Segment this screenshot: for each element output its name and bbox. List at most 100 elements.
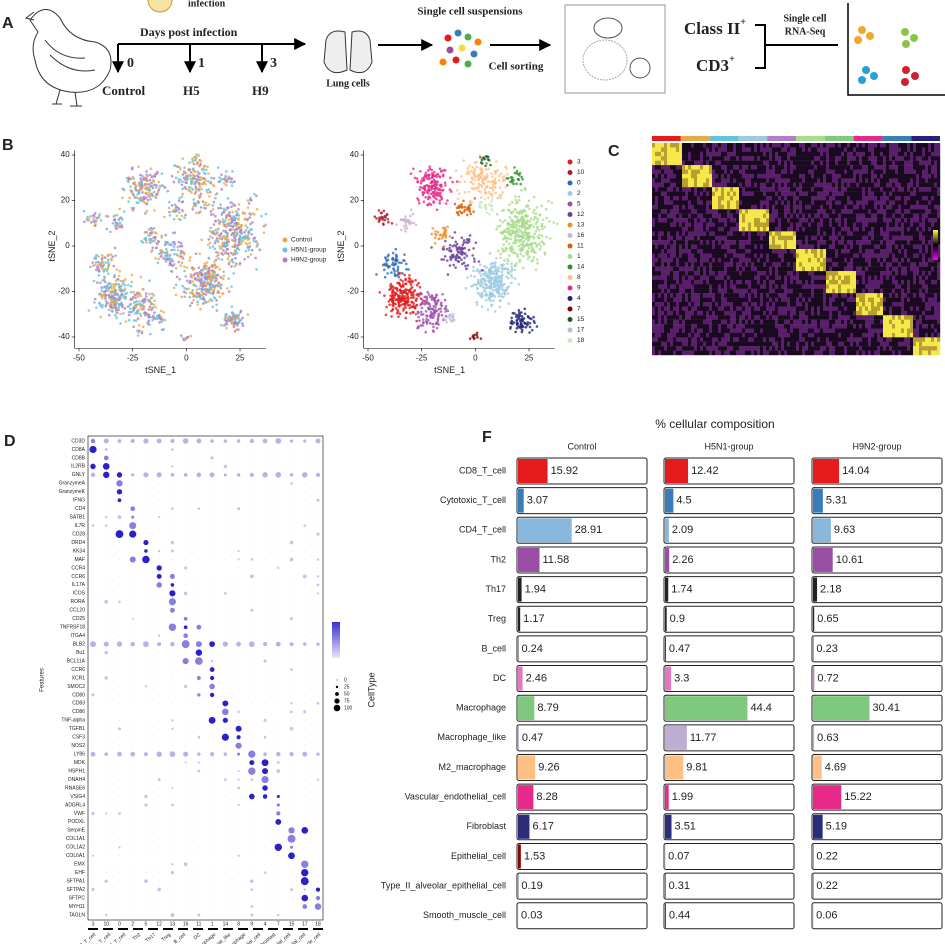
heatmap-cell [793, 213, 797, 219]
cell-point [198, 164, 201, 168]
heatmap-cell [673, 213, 677, 219]
cell-point [247, 230, 251, 234]
heatmap-cell [712, 165, 716, 170]
heatmap-cell [676, 191, 680, 197]
cell-point [404, 215, 407, 218]
heatmap-cell [673, 173, 677, 179]
heatmap-cell [694, 160, 698, 166]
cell-point [442, 173, 445, 177]
cell-point [424, 310, 428, 313]
heatmap-cell [757, 204, 761, 210]
heatmap-cell [751, 143, 755, 148]
cell-point [105, 227, 109, 231]
cell-point [179, 264, 183, 267]
cell-point [237, 321, 241, 324]
heatmap-cell [748, 182, 752, 188]
heatmap-cell [730, 182, 734, 188]
heatmap-cell [874, 160, 878, 166]
heatmap-cell [844, 169, 848, 175]
heatmap-cell [841, 209, 845, 214]
heatmap-cell [871, 191, 875, 197]
text: Days post infection [140, 25, 238, 39]
cell-point [113, 303, 117, 307]
heatmap-cell [934, 209, 938, 214]
heatmap-cell [793, 182, 797, 188]
cell-point [110, 284, 113, 288]
cell-point [135, 292, 139, 296]
heatmap-cell [898, 173, 902, 179]
cell-point [217, 234, 221, 237]
cell-point [382, 223, 385, 226]
cell-point [224, 245, 227, 248]
cell-point [214, 239, 217, 243]
heatmap-cell [739, 187, 743, 192]
heatmap-cell [841, 182, 845, 188]
heatmap-cell [748, 156, 752, 161]
heatmap-cell [733, 156, 737, 161]
cell-point [394, 307, 398, 310]
heatmap-cell [880, 187, 884, 192]
cell-point [224, 219, 227, 223]
cell-point [150, 181, 153, 185]
cell-point [137, 291, 141, 295]
heatmap-cell [856, 182, 860, 188]
heatmap-cell [934, 196, 938, 201]
cell-point [196, 303, 199, 306]
heatmap-cell [817, 169, 821, 175]
heatmap-cell [832, 191, 836, 197]
heatmap-cell [814, 196, 818, 201]
cell-point [246, 246, 250, 249]
cell-point [444, 184, 447, 187]
cell-point [433, 180, 436, 184]
heatmap-cell [868, 173, 872, 179]
heatmap-cell [895, 169, 899, 175]
cell-point [133, 293, 137, 297]
heatmap-cell [871, 204, 875, 210]
cell-point [170, 257, 173, 261]
heatmap-cell [907, 200, 911, 206]
cell-point [523, 312, 527, 316]
cell-point [454, 266, 457, 269]
heatmap-cell [919, 209, 923, 214]
heatmap-cell [826, 165, 830, 170]
cell-point [403, 273, 406, 277]
heatmap-cell [838, 151, 842, 157]
heatmap-cell [865, 204, 869, 210]
cell-point [153, 209, 156, 212]
cell-point [221, 277, 225, 281]
heatmap-cell [925, 151, 929, 157]
heatmap-cell [697, 200, 701, 206]
cell-point [545, 235, 548, 239]
heatmap-cell [790, 147, 794, 153]
heatmap-cell [676, 151, 680, 157]
heatmap-cell [799, 165, 803, 170]
heatmap-cell [925, 196, 929, 201]
cell-point [177, 180, 181, 184]
heatmap-cell [793, 200, 797, 206]
cell-point [535, 245, 538, 248]
heatmap-cell [685, 209, 689, 214]
heatmap-cell [901, 182, 905, 188]
cell-point [215, 254, 219, 258]
cell-point [212, 213, 215, 216]
heatmap-cell [928, 187, 932, 192]
heatmap-cell [859, 147, 863, 153]
heatmap-cell [853, 187, 857, 192]
heatmap-cell [898, 169, 902, 175]
cell-point [505, 239, 509, 243]
heatmap-bar [652, 136, 681, 141]
cell-point [191, 280, 194, 283]
heatmap-cell [655, 151, 659, 157]
cell-point [466, 206, 469, 210]
heatmap-cell [697, 143, 701, 148]
heatmap-cell [850, 151, 854, 157]
heatmap-cell [706, 143, 710, 148]
cell-point [190, 276, 194, 279]
heatmap-cell [799, 182, 803, 188]
heatmap-cell [706, 213, 710, 219]
cell-point [462, 210, 466, 213]
heatmap-cell [883, 169, 887, 175]
heatmap-cell [808, 213, 812, 219]
cell-point [216, 265, 219, 269]
cell-point [489, 277, 493, 280]
